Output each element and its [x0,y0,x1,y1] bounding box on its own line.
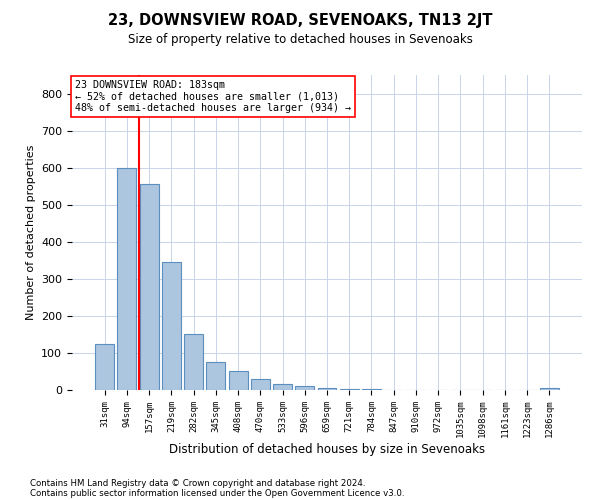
Text: Size of property relative to detached houses in Sevenoaks: Size of property relative to detached ho… [128,32,472,46]
Bar [251,379,270,390]
Bar [162,262,181,390]
Bar [140,184,158,390]
Bar [206,362,225,390]
Bar [184,334,203,390]
Text: 23 DOWNSVIEW ROAD: 183sqm
← 52% of detached houses are smaller (1,013)
48% of se: 23 DOWNSVIEW ROAD: 183sqm ← 52% of detac… [74,80,350,113]
Text: Contains HM Land Registry data © Crown copyright and database right 2024.: Contains HM Land Registry data © Crown c… [30,478,365,488]
Bar [229,372,248,390]
Bar [317,388,337,390]
Y-axis label: Number of detached properties: Number of detached properties [26,145,35,320]
Bar [95,344,114,390]
X-axis label: Distribution of detached houses by size in Sevenoaks: Distribution of detached houses by size … [169,443,485,456]
Bar [540,388,559,390]
Bar [273,384,292,390]
Text: 23, DOWNSVIEW ROAD, SEVENOAKS, TN13 2JT: 23, DOWNSVIEW ROAD, SEVENOAKS, TN13 2JT [108,12,492,28]
Bar [295,386,314,390]
Bar [118,168,136,390]
Text: Contains public sector information licensed under the Open Government Licence v3: Contains public sector information licen… [30,488,404,498]
Bar [340,389,359,390]
